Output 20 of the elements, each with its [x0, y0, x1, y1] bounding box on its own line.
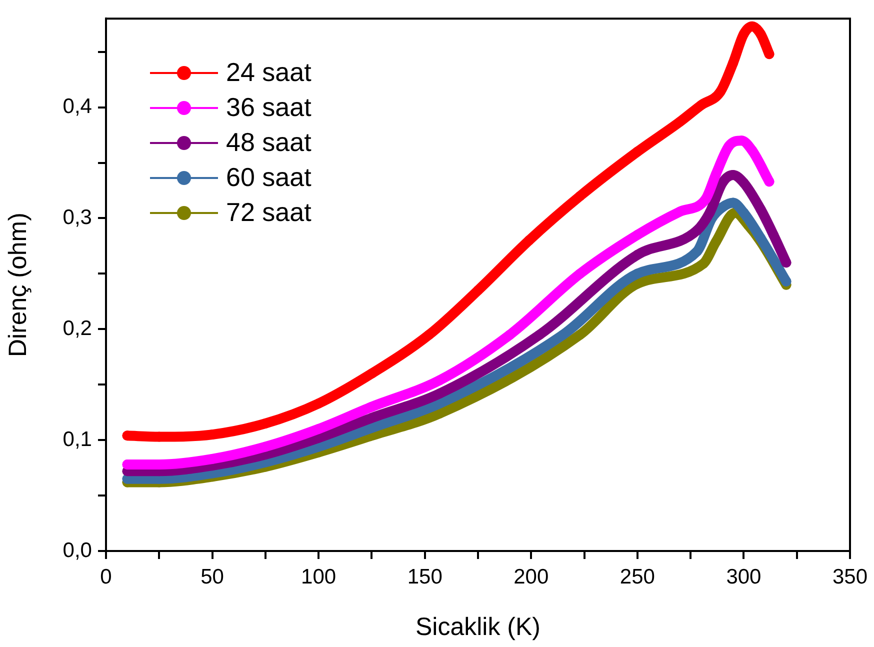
x-tick-label: 100	[301, 565, 336, 588]
x-tick-label: 50	[200, 565, 224, 588]
legend-label: 72 saat	[226, 196, 312, 229]
legend-label: 36 saat	[226, 91, 312, 124]
y-tick-label: 0,2	[62, 316, 92, 340]
y-tick-label: 0,3	[62, 206, 92, 230]
y-tick-label: 0,0	[62, 538, 92, 562]
y-tick-label: 0,4	[62, 95, 92, 118]
x-tick-label: 350	[832, 565, 868, 588]
y-tick-label: 0,1	[62, 428, 92, 451]
y-axis-title: Direnç (ohm)	[4, 212, 32, 358]
x-tick-label: 300	[726, 565, 762, 588]
x-axis-title: Sicaklik (K)	[415, 612, 541, 641]
legend-label: 48 saat	[226, 126, 312, 159]
x-tick-label: 0	[100, 565, 112, 588]
legend-label: 60 saat	[226, 161, 312, 194]
legend-label: 24 saat	[226, 56, 312, 89]
x-tick-label: 200	[514, 565, 549, 588]
x-tick-label: 250	[620, 565, 655, 588]
x-tick-label: 150	[407, 565, 442, 588]
